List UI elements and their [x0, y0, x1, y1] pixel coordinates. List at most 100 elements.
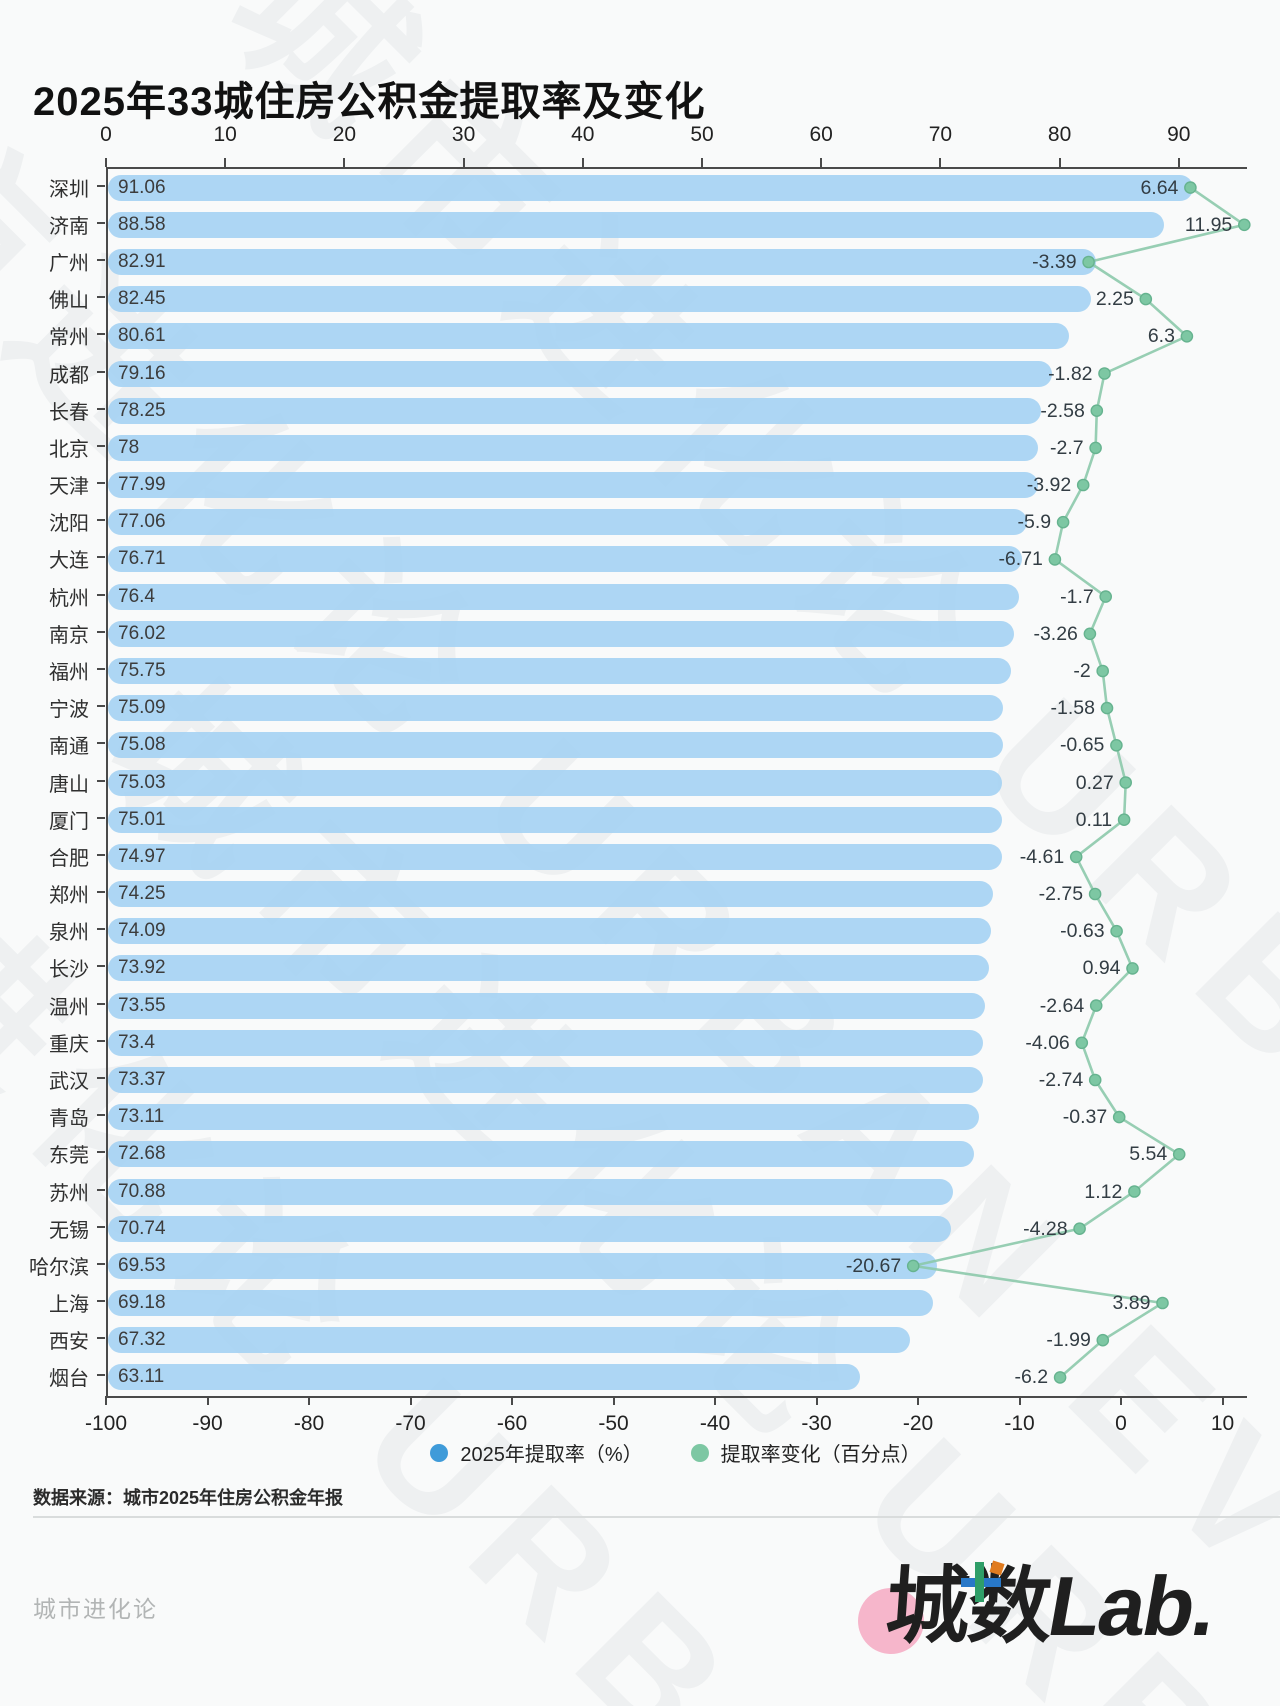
- top-axis-tick-mark: [939, 158, 942, 167]
- bottom-axis-tick-label: -50: [598, 1412, 629, 1435]
- rate-bar: 75.09: [108, 695, 1004, 722]
- rate-value-label: 74.97: [118, 845, 166, 867]
- rate-bar: 82.45: [108, 286, 1091, 313]
- rate-value-label: 67.32: [118, 1329, 166, 1351]
- bottom-axis-tick-label: -40: [699, 1412, 731, 1435]
- rate-value-label: 73.92: [118, 957, 166, 979]
- top-axis-tick-label: 70: [928, 123, 953, 146]
- change-dot: [1172, 1148, 1186, 1161]
- category-label: 无锡: [49, 1219, 89, 1242]
- rate-value-label: 73.4: [118, 1031, 155, 1053]
- rate-bar: 77.06: [108, 509, 1027, 536]
- rate-bar: 75.03: [108, 769, 1003, 796]
- category-label: 唐山: [49, 773, 89, 796]
- rate-bar: 76.4: [108, 583, 1019, 610]
- change-dot: [1180, 329, 1194, 343]
- category-tick-mark: [97, 333, 105, 336]
- page-title: 2025年33城住房公积金提取率及变化: [33, 79, 706, 124]
- category-label: 常州: [49, 327, 89, 350]
- category-label: 天津: [49, 476, 89, 499]
- category-tick-mark: [97, 296, 105, 299]
- category-label: 郑州: [49, 885, 89, 908]
- bottom-axis-tick-mark: [105, 1396, 107, 1405]
- rate-value-label: 76.4: [118, 585, 155, 607]
- change-dot: [1096, 664, 1110, 678]
- bottom-axis-tick-label: -60: [496, 1412, 528, 1435]
- bottom-axis-tick-label: -30: [801, 1412, 832, 1435]
- category-label: 西安: [49, 1331, 89, 1354]
- top-axis-tick-mark: [1058, 158, 1061, 167]
- bottom-axis-tick-mark: [1120, 1396, 1122, 1405]
- change-dot: [1100, 701, 1114, 715]
- rate-value-label: 80.61: [118, 325, 166, 347]
- category-label: 上海: [49, 1294, 89, 1317]
- rate-bar: 88.58: [108, 211, 1164, 238]
- bottom-axis-tick-label: -80: [293, 1412, 325, 1435]
- change-dot: [1096, 1333, 1110, 1347]
- change-dot: [1090, 404, 1104, 417]
- rate-bar: 69.53: [108, 1252, 937, 1279]
- top-axis-tick-mark: [581, 158, 584, 167]
- top-axis-tick-label: 50: [690, 123, 714, 146]
- change-dot: [1110, 739, 1123, 752]
- change-dot: [1083, 627, 1097, 641]
- category-tick-mark: [97, 853, 105, 856]
- rate-bar: 73.11: [108, 1104, 980, 1131]
- legend-change-dot-icon: [690, 1443, 709, 1462]
- top-axis-tick-label: 0: [100, 123, 112, 146]
- bottom-axis-tick-mark: [1221, 1396, 1224, 1405]
- rate-value-label: 63.11: [118, 1366, 165, 1388]
- rate-bar: 72.68: [108, 1141, 975, 1168]
- change-dot: [1184, 181, 1197, 194]
- top-axis-tick-label: 10: [213, 123, 237, 146]
- top-axis-tick-mark: [462, 158, 465, 167]
- legend-rate-dot-icon: [430, 1443, 449, 1462]
- bottom-axis: -100 -90 -80 -70 -60 -50 -40 -30 -20 -10 0 10: [85, 1396, 1245, 1444]
- change-dot: [1076, 478, 1090, 492]
- legend-item: 提取率变化（百分点）: [690, 1438, 921, 1467]
- category-tick-mark: [97, 1039, 105, 1042]
- rate-bar: 75.01: [108, 806, 1003, 833]
- category-label: 大连: [49, 550, 89, 573]
- rate-value-label: 77.99: [118, 474, 166, 496]
- rate-bar: 78.25: [108, 397, 1041, 424]
- change-dot: [1119, 776, 1133, 789]
- bottom-axis-tick-label: -20: [902, 1412, 934, 1435]
- category-label: 济南: [49, 215, 89, 238]
- change-dot: [1088, 1073, 1102, 1087]
- category-tick-mark: [97, 1337, 105, 1340]
- category-label: 厦门: [49, 810, 89, 833]
- top-axis-tick-mark: [224, 158, 227, 167]
- rate-bar: 69.18: [108, 1290, 933, 1317]
- legend-label: 2025年提取率（%）: [460, 1444, 643, 1466]
- category-tick-mark: [97, 928, 105, 931]
- rate-value-label: 77.06: [118, 511, 166, 533]
- category-axis: 深圳 济南 广州 佛山 常州 成都 长春 北京 天津 沈阳 大连 杭州 南京 福州 宁波 南通 唐山 厦门 合肥 郑州…: [0, 167, 106, 1394]
- rate-bar: 73.55: [108, 992, 985, 1019]
- category-label: 南通: [49, 736, 89, 759]
- rate-value-label: 75.01: [118, 808, 166, 830]
- category-label: 哈尔滨: [29, 1256, 89, 1279]
- top-axis-tick-label: 20: [332, 123, 357, 146]
- category-tick-mark: [97, 1076, 105, 1079]
- change-dot: [1128, 1185, 1141, 1198]
- top-axis-tick-mark: [343, 158, 346, 167]
- rate-value-label: 73.37: [118, 1068, 166, 1090]
- category-label: 苏州: [49, 1182, 89, 1205]
- rate-value-label: 73.11: [118, 1106, 165, 1128]
- rate-value-label: 73.55: [118, 994, 166, 1016]
- bottom-axis-tick-mark: [815, 1396, 818, 1405]
- rate-bar: 77.99: [108, 472, 1038, 499]
- change-dot: [1088, 887, 1102, 901]
- category-label: 泉州: [49, 922, 89, 945]
- category-tick-mark: [97, 1002, 105, 1005]
- rate-bar: 75.08: [108, 732, 1003, 759]
- category-tick-mark: [97, 1151, 105, 1154]
- change-dot: [906, 1259, 920, 1273]
- chart-legend: 2025年提取率（%） 提取率变化（百分点）: [106, 1438, 1245, 1467]
- category-label: 宁波: [49, 699, 89, 722]
- bottom-axis-tick-label: -100: [84, 1412, 128, 1435]
- category-label: 杭州: [49, 587, 89, 610]
- category-label: 烟台: [49, 1368, 89, 1391]
